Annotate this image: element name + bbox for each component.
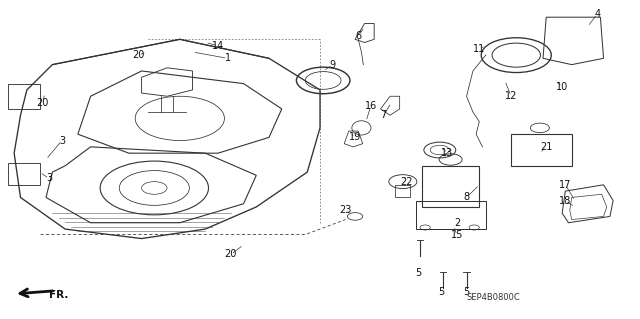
Text: 19: 19 xyxy=(349,132,361,142)
Text: 5: 5 xyxy=(463,287,470,297)
Text: 3: 3 xyxy=(46,174,52,183)
Text: 21: 21 xyxy=(540,142,552,152)
Text: 3: 3 xyxy=(59,136,65,145)
Text: FR.: FR. xyxy=(49,291,68,300)
Text: 7: 7 xyxy=(381,110,387,120)
Text: 14: 14 xyxy=(212,41,224,51)
Text: 23: 23 xyxy=(339,205,351,215)
Text: 22: 22 xyxy=(400,177,412,187)
Text: 20: 20 xyxy=(225,249,237,259)
Text: 12: 12 xyxy=(505,91,517,101)
Text: 5: 5 xyxy=(415,268,422,278)
Text: 2: 2 xyxy=(454,218,460,228)
Text: 6: 6 xyxy=(355,31,362,41)
Text: 16: 16 xyxy=(365,101,377,111)
Text: 1: 1 xyxy=(225,53,230,63)
Text: 18: 18 xyxy=(559,196,572,206)
Text: 11: 11 xyxy=(473,44,485,54)
Text: 8: 8 xyxy=(463,192,470,203)
Text: 20: 20 xyxy=(132,50,145,60)
Text: 17: 17 xyxy=(559,180,572,190)
Text: 13: 13 xyxy=(442,148,454,158)
Text: SEP4B0800C: SEP4B0800C xyxy=(467,293,520,302)
Text: 4: 4 xyxy=(594,9,600,19)
Text: 20: 20 xyxy=(36,98,49,108)
Text: 10: 10 xyxy=(556,82,568,92)
Text: 9: 9 xyxy=(330,60,336,70)
Text: 5: 5 xyxy=(438,287,444,297)
Text: 15: 15 xyxy=(451,230,463,241)
